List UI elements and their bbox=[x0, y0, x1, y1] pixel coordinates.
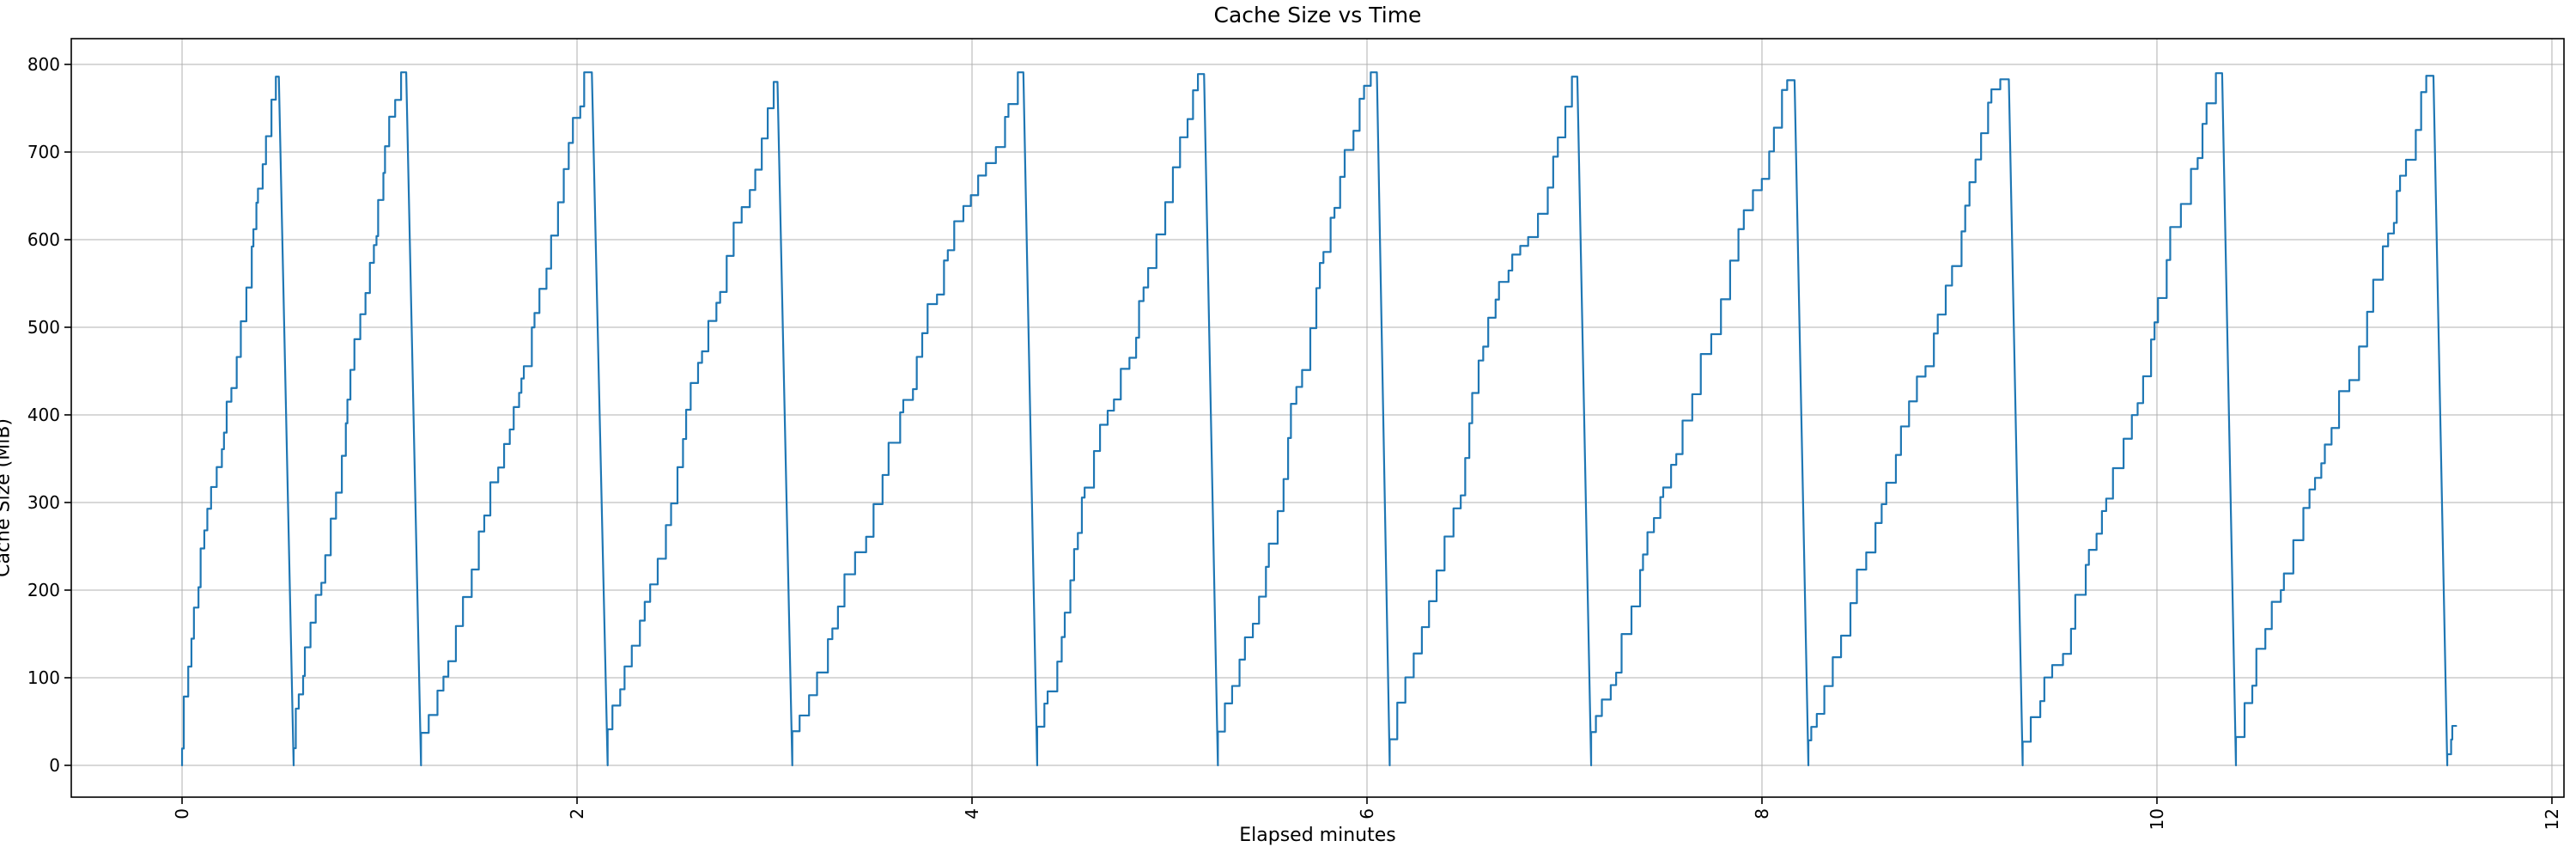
series-line bbox=[180, 71, 2458, 767]
y-axis-label-text: Cache Size (MiB) bbox=[0, 417, 14, 577]
y-tick-label: 100 bbox=[27, 667, 60, 688]
y-tick-label: 500 bbox=[27, 317, 60, 338]
y-tick-label: 800 bbox=[27, 54, 60, 75]
y-tick-label: 700 bbox=[27, 142, 60, 162]
y-tick-label: 300 bbox=[27, 492, 60, 513]
x-tick-label: 2 bbox=[567, 808, 587, 819]
x-tick-label: 10 bbox=[2147, 808, 2167, 830]
y-tick-label: 600 bbox=[27, 229, 60, 250]
y-tick-label: 200 bbox=[27, 580, 60, 600]
chart-title: Cache Size vs Time bbox=[1213, 3, 1422, 27]
x-tick-label: 12 bbox=[2542, 808, 2562, 830]
y-tick-label: 0 bbox=[49, 755, 60, 776]
x-tick-label: 8 bbox=[1752, 808, 1772, 819]
x-tick-label: 4 bbox=[962, 808, 982, 819]
x-tick-label: 0 bbox=[172, 808, 192, 819]
plot-border bbox=[70, 38, 2565, 798]
y-tick-label: 400 bbox=[27, 405, 60, 425]
x-tick-label: 6 bbox=[1357, 808, 1377, 819]
x-axis-label: Elapsed minutes bbox=[1239, 825, 1396, 846]
